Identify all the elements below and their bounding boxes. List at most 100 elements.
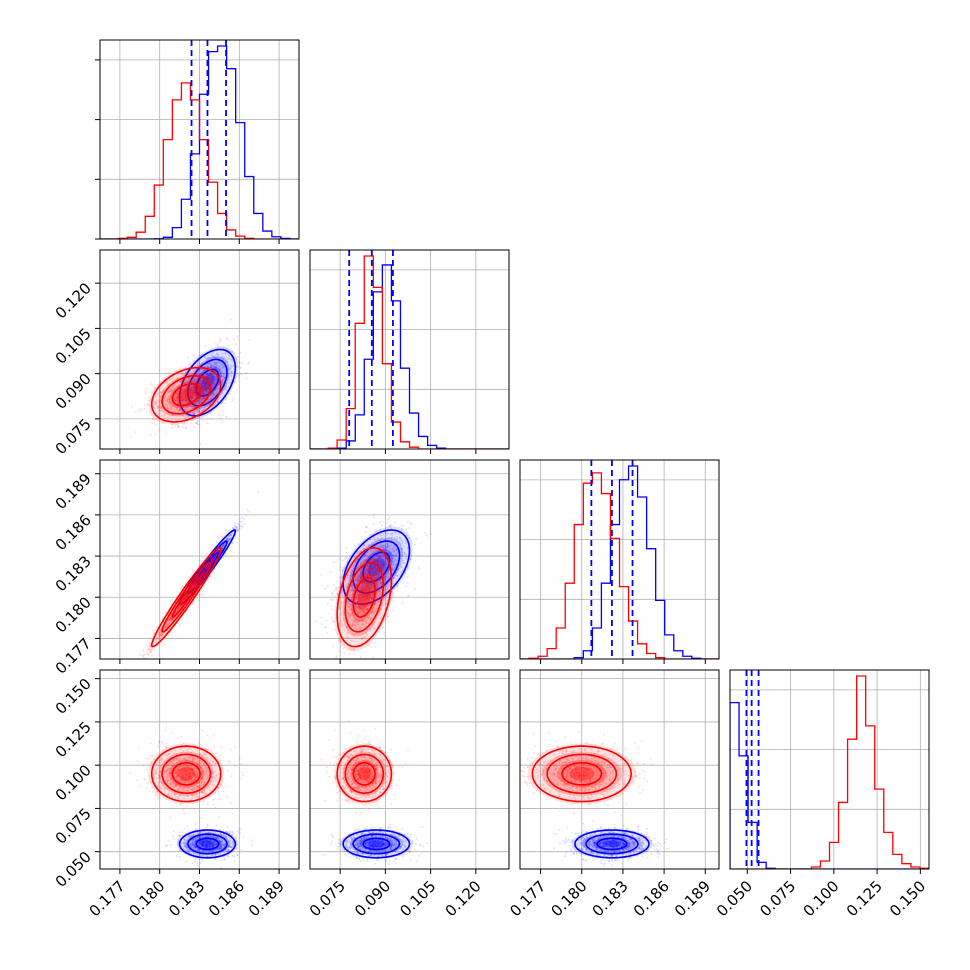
scatter-point: [187, 378, 190, 381]
scatter-point: [379, 579, 382, 582]
scatter-point: [371, 597, 374, 600]
scatter-point: [229, 381, 232, 384]
scatter-point: [361, 619, 363, 622]
scatter-point: [230, 370, 232, 373]
scatter-point: [370, 567, 373, 570]
scatter-point: [192, 386, 195, 389]
scatter-point: [174, 395, 177, 398]
scatter-point: [155, 401, 157, 404]
scatter-point: [134, 431, 137, 434]
scatter-point: [391, 532, 394, 535]
scatter-point: [206, 385, 209, 388]
scatter-point: [165, 625, 168, 628]
scatter-point: [171, 391, 174, 393]
scatter-point: [202, 398, 205, 401]
scatter-point: [195, 400, 198, 403]
scatter-point: [392, 594, 395, 597]
scatter-point: [159, 381, 162, 384]
scatter-point: [214, 364, 217, 367]
scatter-point: [180, 587, 183, 590]
scatter-point: [396, 569, 399, 572]
scatter-point: [194, 378, 197, 381]
scatter-point: [191, 414, 194, 417]
scatter-point: [403, 545, 405, 548]
scatter-point: [196, 575, 199, 578]
scatter-point: [190, 386, 193, 389]
scatter-point: [371, 567, 374, 569]
scatter-point: [378, 554, 381, 557]
scatter-point: [184, 392, 187, 395]
scatter-point: [367, 572, 370, 575]
scatter-point: [380, 561, 383, 564]
scatter-point: [158, 392, 161, 395]
scatter-point: [216, 551, 219, 554]
scatter-point: [180, 373, 183, 376]
scatter-point: [191, 404, 194, 407]
scatter-point: [169, 390, 172, 393]
scatter-point: [149, 651, 152, 654]
scatter-point: [222, 392, 224, 395]
scatter-point: [211, 560, 214, 563]
scatter-point: [196, 394, 199, 397]
scatter-point: [377, 550, 380, 553]
scatter-point: [375, 599, 378, 602]
scatter-point: [230, 537, 233, 539]
scatter-point: [366, 570, 368, 573]
scatter-point: [166, 404, 168, 407]
scatter-point: [187, 392, 190, 395]
scatter-point: [181, 600, 184, 603]
scatter-point: [173, 383, 176, 386]
scatter-point: [203, 569, 206, 572]
scatter-point: [348, 615, 351, 618]
scatter-point: [190, 589, 193, 592]
scatter-point: [177, 607, 180, 610]
scatter-point: [379, 563, 382, 566]
scatter-point: [401, 547, 404, 550]
scatter-point: [206, 401, 209, 404]
scatter-point: [201, 397, 204, 400]
scatter-point: [369, 565, 371, 568]
scatter-point: [239, 351, 242, 354]
scatter-point: [368, 597, 371, 600]
scatter-point: [378, 555, 381, 558]
scatter-point: [175, 392, 177, 395]
scatter-point: [193, 584, 196, 587]
scatter-point: [170, 378, 173, 381]
scatter-point: [370, 596, 373, 599]
scatter-point: [184, 385, 187, 388]
scatter-point: [231, 365, 234, 367]
scatter-point: [197, 376, 200, 379]
scatter-point: [183, 387, 186, 390]
scatter-point: [201, 378, 204, 381]
scatter-point: [345, 608, 348, 611]
scatter-point: [381, 563, 384, 566]
scatter-point: [211, 356, 213, 359]
scatter-point: [205, 383, 208, 385]
scatter-point: [220, 546, 223, 548]
scatter-point: [171, 427, 174, 430]
scatter-point: [188, 393, 191, 396]
scatter-point: [385, 577, 388, 580]
scatter-point: [187, 594, 190, 597]
scatter-point: [172, 387, 175, 390]
scatter-point: [365, 600, 368, 603]
scatter-point: [213, 556, 216, 559]
scatter-point: [372, 571, 375, 574]
scatter-point: [203, 383, 206, 386]
scatter-point: [195, 392, 198, 395]
scatter-point: [192, 353, 194, 356]
scatter-point: [375, 583, 378, 586]
scatter-point: [211, 559, 214, 562]
y-tick-label: 0.180: [52, 593, 95, 636]
scatter-point: [342, 611, 345, 613]
scatter-point: [207, 401, 210, 404]
scatter-point: [231, 526, 234, 529]
scatter-point: [175, 393, 178, 395]
scatter-point: [201, 382, 204, 385]
scatter-point: [371, 624, 374, 627]
scatter-point: [374, 609, 377, 612]
scatter-point: [360, 589, 362, 592]
scatter-point: [400, 538, 403, 541]
scatter-point: [213, 355, 215, 358]
scatter-point: [202, 378, 205, 381]
